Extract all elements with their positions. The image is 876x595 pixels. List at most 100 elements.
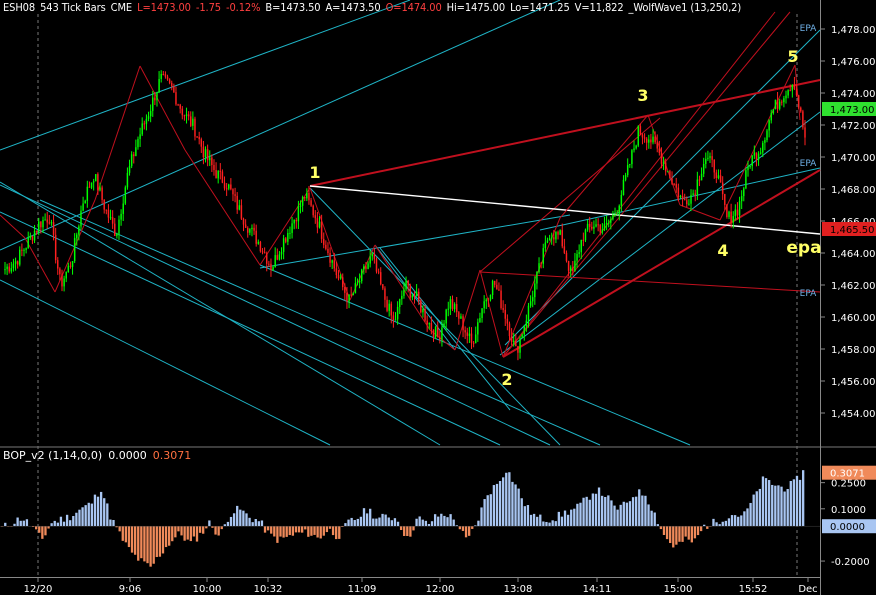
candle-body	[40, 221, 42, 228]
candle-body	[778, 101, 781, 109]
bop-bar	[325, 526, 329, 533]
bop-bar	[730, 515, 734, 527]
candle-body	[285, 238, 287, 242]
bop-bar	[328, 526, 332, 529]
bop-bar	[733, 515, 737, 527]
candle-body	[327, 248, 329, 254]
bop-bar	[168, 526, 171, 546]
candle-body	[770, 113, 772, 121]
bop-bar	[214, 526, 217, 535]
indicator-header: BOP_v2 (1,14,0,0) 0.0000 0.3071	[3, 449, 197, 462]
candle-body	[472, 342, 475, 344]
candle-body	[111, 217, 114, 224]
bop-bar	[412, 526, 415, 531]
bop-bar	[273, 526, 276, 537]
bop-bar	[310, 526, 313, 536]
candle-body	[487, 299, 490, 301]
epa-annotation: EPA	[800, 289, 818, 299]
candle-body	[802, 111, 804, 128]
candle-body	[346, 292, 348, 302]
candle-body	[240, 205, 243, 219]
bop-bar	[378, 517, 381, 527]
candle-body	[460, 316, 462, 319]
candle-body	[768, 120, 770, 131]
bop-bar	[449, 514, 452, 527]
candle-body	[766, 130, 768, 141]
bop-bar	[103, 498, 106, 527]
candle-body	[95, 174, 97, 182]
channel-line-cyan	[499, 111, 821, 356]
bop-bar	[740, 515, 743, 527]
candle-body	[785, 95, 787, 99]
candle-body	[696, 179, 699, 196]
candle-body	[759, 152, 762, 154]
candle-body	[500, 290, 502, 309]
header-change: -1.75	[195, 1, 221, 14]
candle-body	[612, 214, 614, 220]
candle-body	[187, 114, 190, 117]
x-tick-label: 13:08	[504, 584, 533, 595]
bop-bar	[127, 526, 131, 548]
bop-bar	[93, 494, 97, 527]
candle-body	[662, 162, 665, 164]
bop-bar	[526, 505, 530, 527]
bop-bar	[613, 505, 616, 527]
candle-body	[622, 179, 625, 196]
candle-body	[455, 304, 458, 313]
candle-body	[80, 210, 82, 227]
bop-bar	[437, 516, 440, 527]
bop-bar	[99, 491, 103, 527]
x-tick-label: 10:00	[193, 584, 222, 595]
candle-body	[409, 285, 412, 298]
candle-body	[654, 136, 656, 143]
candle-body	[97, 174, 99, 191]
candle-body	[312, 205, 314, 216]
candle-body	[658, 148, 661, 153]
candle-body	[407, 280, 409, 286]
candle-body	[517, 346, 519, 353]
candle-body	[740, 196, 743, 202]
candle-body	[251, 227, 253, 230]
bop-bar	[208, 520, 211, 527]
bop-bar	[455, 525, 458, 527]
candle-body	[215, 170, 217, 179]
candle-body	[295, 219, 298, 222]
candle-body	[572, 267, 574, 272]
candle-body	[141, 123, 143, 135]
bop-bar	[495, 483, 499, 527]
candle-body	[546, 240, 549, 243]
candle-body	[757, 153, 760, 160]
bop-bar	[53, 520, 56, 527]
bop-bar	[282, 526, 285, 538]
candle-body	[158, 78, 160, 93]
bop-bar	[718, 524, 721, 527]
bop-bar	[372, 518, 375, 527]
wave-line-red-thin	[502, 11, 791, 358]
candles	[4, 70, 806, 361]
candle-body	[643, 137, 646, 139]
candle-body	[430, 323, 433, 330]
candle-body	[236, 195, 238, 210]
candle-body	[675, 184, 677, 188]
candle-body	[88, 186, 91, 188]
wave-lines	[0, 0, 821, 446]
candle-body	[781, 101, 783, 103]
candle-body	[624, 175, 627, 180]
channel-line-cyan	[0, 279, 331, 446]
swing-line	[454, 269, 481, 351]
header-ask: A=1473.50	[325, 1, 381, 14]
candle-body	[783, 98, 785, 103]
candle-body	[166, 76, 169, 80]
bop-bar	[375, 518, 378, 527]
bop-bar	[335, 526, 338, 540]
candle-body	[253, 227, 255, 231]
candle-body	[648, 139, 650, 143]
candle-body	[584, 229, 587, 241]
candle-body	[377, 271, 380, 273]
candle-body	[576, 253, 578, 261]
candle-body	[299, 205, 302, 207]
candle-body	[202, 146, 205, 158]
bop-bar	[171, 526, 174, 542]
candle-body	[200, 139, 203, 147]
bop-bar	[421, 519, 424, 527]
